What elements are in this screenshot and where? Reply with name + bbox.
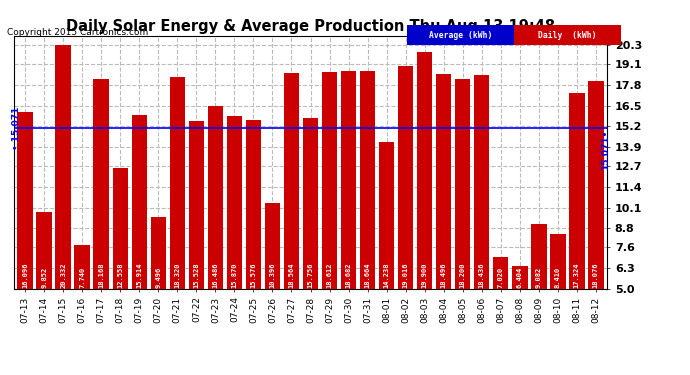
Text: 19.016: 19.016: [402, 262, 408, 288]
Text: 15.576: 15.576: [250, 262, 257, 288]
Text: 10.396: 10.396: [270, 262, 275, 288]
Text: 18.664: 18.664: [364, 262, 371, 288]
Text: 18.564: 18.564: [288, 262, 295, 288]
Text: Daily  (kWh): Daily (kWh): [538, 31, 597, 40]
Bar: [37, 211, 52, 289]
Bar: [493, 256, 509, 289]
Bar: [75, 245, 90, 289]
Bar: [436, 74, 451, 289]
Title: Daily Solar Energy & Average Production Thu Aug 13 19:48: Daily Solar Energy & Average Production …: [66, 20, 555, 34]
Bar: [303, 117, 318, 289]
Text: 18.200: 18.200: [460, 262, 466, 288]
Bar: [132, 115, 147, 289]
Text: 15.071•: 15.071•: [601, 130, 610, 170]
Bar: [284, 73, 299, 289]
Text: 7.740: 7.740: [79, 267, 86, 288]
Text: 20.332: 20.332: [60, 262, 66, 288]
Bar: [531, 224, 546, 289]
Bar: [359, 71, 375, 289]
Text: 9.082: 9.082: [535, 267, 542, 288]
Text: 16.096: 16.096: [22, 262, 28, 288]
Bar: [55, 45, 71, 289]
Bar: [265, 203, 280, 289]
Text: Average (kWh): Average (kWh): [429, 31, 492, 40]
Text: 7.020: 7.020: [497, 267, 504, 288]
Bar: [226, 116, 242, 289]
Bar: [208, 106, 223, 289]
Bar: [588, 81, 604, 289]
Bar: [170, 77, 185, 289]
Bar: [550, 234, 566, 289]
Text: 15.914: 15.914: [137, 262, 142, 288]
Text: 18.320: 18.320: [175, 262, 180, 288]
Bar: [569, 93, 584, 289]
Text: 18.612: 18.612: [326, 262, 333, 288]
Text: 15.870: 15.870: [231, 262, 237, 288]
Bar: [188, 121, 204, 289]
Text: 15.528: 15.528: [193, 262, 199, 288]
Bar: [17, 112, 33, 289]
Text: 18.076: 18.076: [593, 262, 599, 288]
Text: 6.404: 6.404: [517, 267, 523, 288]
Bar: [474, 75, 489, 289]
Text: 12.558: 12.558: [117, 262, 124, 288]
Text: 19.900: 19.900: [422, 262, 428, 288]
Text: 17.324: 17.324: [574, 262, 580, 288]
Text: 14.238: 14.238: [384, 262, 390, 288]
Bar: [93, 79, 109, 289]
Bar: [512, 266, 528, 289]
Text: Copyright 2015 Cartronics.com: Copyright 2015 Cartronics.com: [7, 28, 148, 37]
Text: • 15.071: • 15.071: [12, 107, 21, 150]
Text: 9.496: 9.496: [155, 267, 161, 288]
Text: 8.410: 8.410: [555, 267, 561, 288]
Bar: [112, 168, 128, 289]
Text: 15.756: 15.756: [308, 262, 313, 288]
Bar: [398, 66, 413, 289]
Bar: [417, 51, 433, 289]
Text: 18.496: 18.496: [441, 262, 446, 288]
Bar: [379, 142, 395, 289]
Text: 18.436: 18.436: [479, 262, 484, 288]
Text: 9.852: 9.852: [41, 267, 47, 288]
Text: 16.486: 16.486: [213, 262, 219, 288]
Bar: [246, 120, 262, 289]
Text: 18.168: 18.168: [98, 262, 104, 288]
Bar: [341, 71, 356, 289]
Bar: [322, 72, 337, 289]
Bar: [455, 79, 471, 289]
Bar: [150, 217, 166, 289]
Text: 18.682: 18.682: [346, 262, 351, 288]
